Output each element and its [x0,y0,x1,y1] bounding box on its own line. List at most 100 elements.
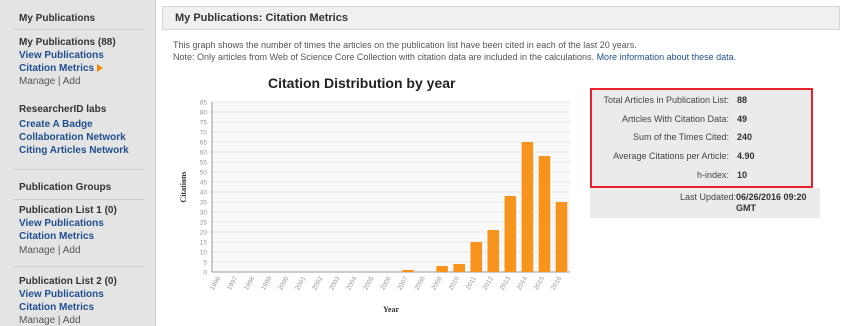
y-tick-label: 55 [200,160,208,167]
x-tick-label: 2003 [328,275,341,291]
x-tick-label: 2009 [431,275,444,291]
metric-label: Articles With Citation Data: [621,114,729,124]
y-tick-label: 60 [200,150,208,157]
metric-label: Average Citations per Article: [613,151,729,161]
y-tick-label: 15 [200,240,208,247]
citation-distribution-chart: 0 5 10 15 20 25 30 35 40 45 50 55 60 65 70 75 80 85 1996 19… [179,100,570,314]
sidebar-divider [14,29,144,30]
x-tick-label: 2008 [414,275,427,291]
y-tick-label: 10 [200,250,208,257]
y-tick-label: 40 [200,190,208,197]
x-tick-label: 2013 [499,275,512,291]
sidebar-link-create-badge[interactable]: Create A Badge [19,119,93,130]
last-updated-label: Last Updated: [680,192,737,202]
bar [504,196,517,272]
bar [538,156,551,272]
metric-label: h-index: [696,170,729,180]
sidebar-separator: | [57,76,61,87]
sidebar-list1-view-publications[interactable]: View Publications [19,218,104,229]
bar [555,202,568,272]
sidebar-link-manage[interactable]: Manage [19,76,56,87]
x-tick-label: 2004 [345,275,358,291]
sidebar-separator: | [57,245,61,256]
bar [470,242,483,272]
sidebar-heading-researcherid-labs: ResearcherID labs [19,104,107,115]
bar [402,270,414,272]
sidebar-my-publications-count: My Publications (88) [19,37,116,48]
sidebar-heading-my-publications: My Publications [19,13,96,24]
y-tick-label: 80 [200,110,208,117]
bar [436,266,448,272]
x-tick-label: 1999 [260,275,273,291]
current-page-arrow-icon [97,64,104,73]
x-tick-label: 2010 [448,275,461,291]
sidebar-link-collaboration-network[interactable]: Collaboration Network [19,132,126,143]
chart-title: Citation Distribution by year [268,75,456,91]
metric-value: 240 [737,132,753,142]
x-tick-label: 2012 [482,275,495,291]
sidebar-list2-link-manage[interactable]: Manage [19,315,56,326]
sidebar-link-citation-metrics[interactable]: Citation Metrics [19,63,104,74]
x-tick-label: 2015 [533,275,546,291]
x-tick-label: 2000 [277,275,290,291]
metric-articles-with-data: Articles With Citation Data: 49 [592,114,811,128]
metrics-panel-extension [590,188,820,218]
y-tick-label: 50 [200,170,208,177]
x-tick-label: 1996 [209,275,222,291]
x-tick-label: 2007 [396,275,409,291]
sidebar-list2-link-add[interactable]: Add [62,315,81,326]
metric-sum-times-cited: Sum of the Times Cited: 240 [592,132,811,146]
x-axis-title: Year [383,305,399,314]
sidebar-list2-citation-metrics[interactable]: Citation Metrics [19,302,95,313]
bar [487,230,500,272]
sidebar-publication-list-1-title: Publication List 1 (0) [19,205,117,216]
metric-average-citations: Average Citations per Article: 4.90 [592,151,811,165]
metric-value: 88 [737,95,748,105]
y-tick-label: 45 [200,180,208,187]
x-tick-label: 1997 [226,275,239,291]
metric-value: 10 [737,170,748,180]
y-tick-label: 0 [203,270,207,277]
sidebar-divider [14,199,144,200]
metric-label: Total Articles in Publication List: [603,95,729,105]
bar [521,142,534,272]
x-tick-label: 2014 [516,275,529,291]
y-tick-label: 35 [200,200,208,207]
sidebar-list2-manage-add: Manage | Add [19,315,81,326]
sidebar-heading-publication-groups: Publication Groups [19,182,112,193]
plot-area [212,102,570,272]
sidebar-list1-citation-metrics[interactable]: Citation Metrics [19,231,95,242]
y-axis-title: Citations [179,171,188,202]
metric-total-articles: Total Articles in Publication List: 88 [592,95,811,109]
description-line-2: Note: Only articles from Web of Science … [173,52,736,62]
metric-value: 4.90 [737,151,755,161]
x-tick-label: 2002 [311,275,324,291]
y-tick-label: 25 [200,220,208,227]
y-tick-label: 5 [203,260,207,267]
sidebar-publication-list-2-title: Publication List 2 (0) [19,276,117,287]
metric-label: Sum of the Times Cited: [632,132,729,142]
sidebar-list1-link-add[interactable]: Add [62,245,81,256]
sidebar-divider [14,266,144,267]
metric-value: 49 [737,114,748,124]
more-information-link[interactable]: More information about these data. [596,52,737,62]
sidebar-link-citing-articles-network[interactable]: Citing Articles Network [19,145,129,156]
x-tick-label: 2006 [379,275,392,291]
last-updated-value: 06/26/2016 09:20 GMT [736,192,807,213]
sidebar-list2-view-publications[interactable]: View Publications [19,289,104,300]
description-line-1: This graph shows the number of times the… [173,40,637,50]
sidebar-list1-link-manage[interactable]: Manage [19,245,56,256]
x-tick-label: 2016 [550,275,563,291]
sidebar-link-view-publications[interactable]: View Publications [19,50,104,61]
x-tick-label: 1998 [243,275,256,291]
sidebar-link-add[interactable]: Add [62,76,81,87]
sidebar-separator: | [57,315,61,326]
y-tick-label: 70 [200,130,208,137]
metric-h-index: h-index: 10 [592,170,811,184]
sidebar-link-citation-metrics-label: Citation Metrics [19,63,95,74]
sidebar-list1-manage-add: Manage | Add [19,245,81,256]
sidebar-divider [14,169,144,170]
x-tick-label: 2001 [294,275,307,291]
main-header-bar: My Publications: Citation Metrics [162,6,840,30]
description-note: Note: Only articles from Web of Science … [173,52,595,62]
